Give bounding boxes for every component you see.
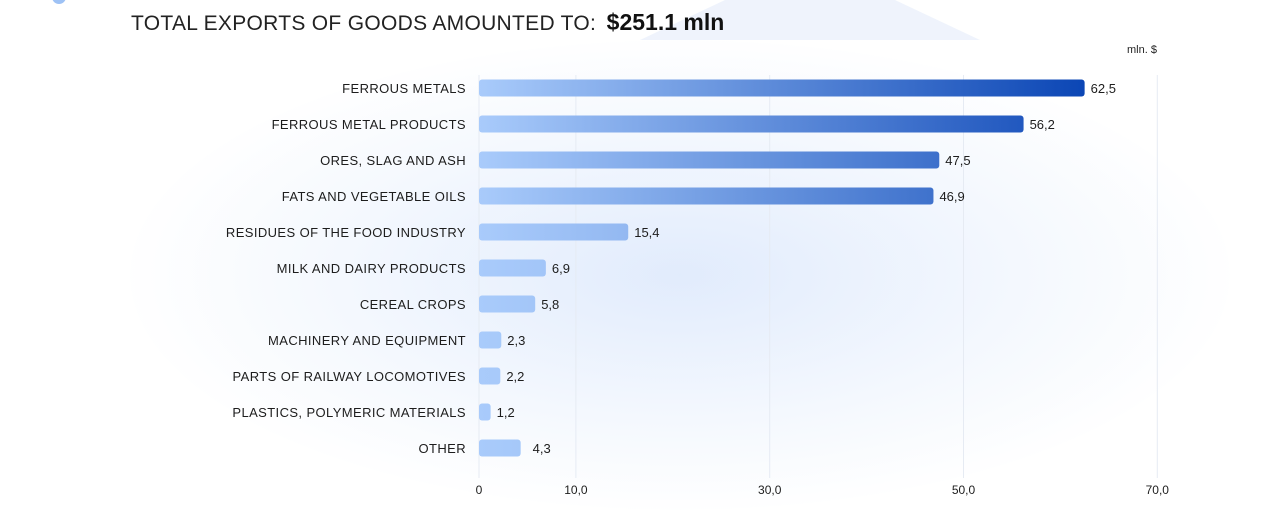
data-label: 5,8 <box>541 297 559 312</box>
logo-icon <box>52 0 66 4</box>
category-label: MILK AND DAIRY PRODUCTS <box>277 261 466 276</box>
x-axis-ticks: 0 10,0 30,0 50,0 70,0 <box>476 483 1170 497</box>
category-label: FATS AND VEGETABLE OILS <box>282 189 466 204</box>
total-exports-value: $251.1 mln <box>606 9 725 35</box>
bar <box>479 331 502 349</box>
data-label: 46,9 <box>939 189 964 204</box>
bar <box>479 367 501 385</box>
category-label: PARTS OF RAILWAY LOCOMOTIVES <box>233 369 466 384</box>
bar <box>479 187 934 205</box>
grid-lines <box>478 75 1158 478</box>
bar <box>479 151 940 169</box>
category-label: FERROUS METAL PRODUCTS <box>272 117 466 132</box>
data-label: 2,2 <box>506 369 524 384</box>
chart-title: TOTAL EXPORTS OF GOODS AMOUNTED TO: $251… <box>131 9 724 36</box>
data-label: 6,9 <box>552 261 570 276</box>
x-tick-label: 30,0 <box>758 483 782 497</box>
data-label: 1,2 <box>497 405 515 420</box>
data-label: 15,4 <box>634 225 659 240</box>
category-label: OTHER <box>419 441 467 456</box>
labels: FERROUS METALS 62,5 FERROUS METAL PRODUCTS… <box>226 81 1116 456</box>
chart-title-text: TOTAL EXPORTS OF GOODS AMOUNTED TO: <box>131 12 597 35</box>
bar <box>479 79 1085 97</box>
data-label: 4,3 <box>533 441 551 456</box>
category-label: MACHINERY AND EQUIPMENT <box>268 333 466 348</box>
bar <box>479 223 629 241</box>
background-shape <box>640 0 980 40</box>
bar <box>479 259 546 277</box>
x-tick-label: 0 <box>476 483 483 497</box>
category-label: RESIDUES OF THE FOOD INDUSTRY <box>226 225 466 240</box>
data-label: 56,2 <box>1030 117 1055 132</box>
x-tick-label: 70,0 <box>1146 483 1170 497</box>
category-label: FERROUS METALS <box>342 81 466 96</box>
category-label: CEREAL CROPS <box>360 297 466 312</box>
category-label: PLASTICS, POLYMERIC MATERIALS <box>232 405 466 420</box>
x-tick-label: 10,0 <box>564 483 588 497</box>
bar <box>479 403 491 421</box>
bar <box>479 439 521 457</box>
category-label: ORES, SLAG AND ASH <box>320 153 466 168</box>
bar <box>479 295 536 313</box>
unit-label: mln. $ <box>1127 44 1157 56</box>
data-label: 62,5 <box>1091 81 1116 96</box>
bars <box>479 79 1085 457</box>
data-label: 2,3 <box>507 333 525 348</box>
data-label: 47,5 <box>945 153 970 168</box>
x-tick-label: 50,0 <box>952 483 976 497</box>
bar <box>479 115 1024 133</box>
